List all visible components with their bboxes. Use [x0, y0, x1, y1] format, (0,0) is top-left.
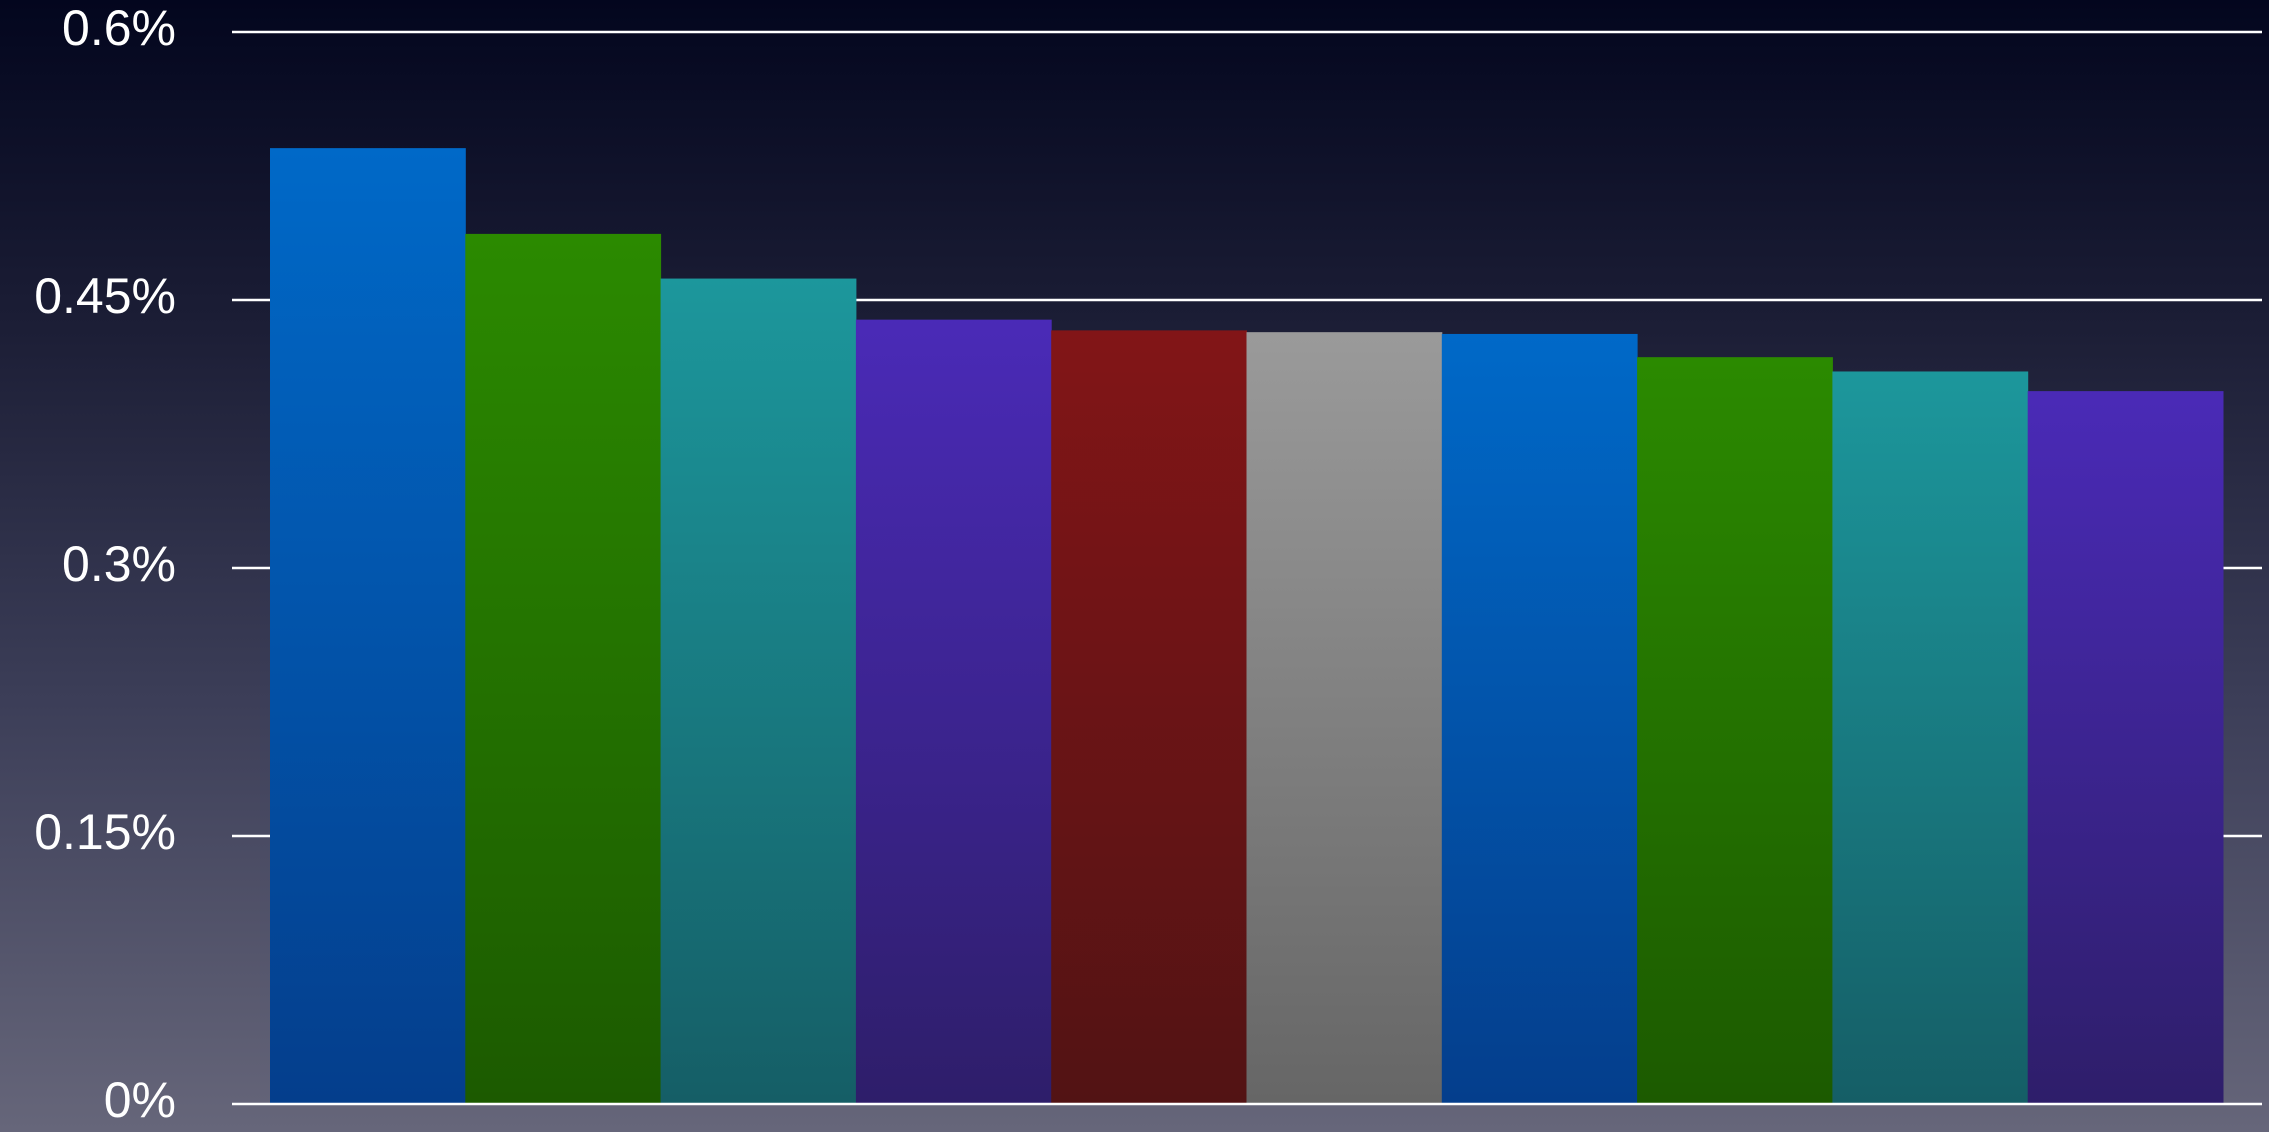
bars: [270, 148, 2224, 1105]
y-tick-label: 0.6%: [62, 0, 176, 56]
bar: [1441, 333, 1638, 1104]
bar: [1832, 371, 2029, 1104]
bar: [1637, 357, 1833, 1104]
bar: [465, 233, 662, 1105]
y-tick-label: 0.3%: [62, 536, 176, 592]
y-tick-label: 0%: [104, 1072, 176, 1128]
bar: [660, 278, 857, 1104]
bar: [855, 319, 1052, 1104]
y-tick-label: 0.15%: [34, 804, 176, 860]
bar: [1051, 330, 1247, 1105]
bar: [2027, 391, 2224, 1104]
y-tick-label: 0.45%: [34, 268, 176, 324]
bar: [1246, 332, 1443, 1104]
y-tick-labels: 0% 0.15% 0.3% 0.45% 0.6%: [34, 0, 176, 1128]
bar: [270, 148, 466, 1105]
